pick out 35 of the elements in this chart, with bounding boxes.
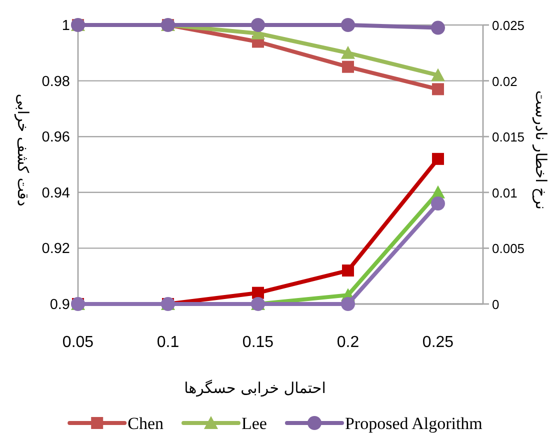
point (432, 83, 444, 96)
point (342, 264, 354, 277)
point (431, 68, 445, 82)
y-tick-label: 0.94 (42, 185, 70, 202)
legend-label: Proposed Algorithm (344, 414, 482, 433)
y-tick-label: 0.96 (42, 130, 70, 146)
y2-axis-title: نرخ اخطار نادرست (532, 90, 550, 210)
legend-label: Chen (128, 414, 164, 433)
y2-tick-label: 0.01 (492, 185, 518, 200)
y-tick-label: 1 (62, 18, 70, 34)
point (251, 18, 265, 32)
x-tick-label: 0.2 (336, 334, 360, 351)
point (252, 286, 264, 299)
point (341, 297, 355, 311)
y2-tick-label: 0 (492, 297, 500, 312)
point (342, 60, 354, 73)
x-tick-label: 0.25 (422, 334, 454, 351)
legend-label: Lee (241, 414, 267, 433)
point (431, 196, 445, 211)
x-tick-label: 0.15 (242, 334, 274, 351)
x-tick-label: 0.1 (156, 334, 180, 351)
y-axis-title: دقت کشف خرابی (14, 94, 32, 206)
y2-tick-label: 0.025 (492, 18, 525, 33)
y2-tick-label: 0.015 (492, 130, 525, 145)
y2-tick-label: 0.005 (492, 241, 525, 256)
point (341, 18, 355, 32)
point (341, 46, 355, 59)
point (432, 152, 444, 165)
point (431, 20, 445, 35)
x-tick-label: 0.05 (62, 334, 94, 351)
y-tick-label: 0.98 (42, 74, 70, 90)
y-tick-label: 0.92 (42, 241, 70, 258)
y2-tick-label: 0.02 (492, 74, 518, 89)
x-axis-title: احتمال خرابی حسگرها (184, 379, 326, 397)
y-tick-label: 0.9 (50, 297, 70, 313)
